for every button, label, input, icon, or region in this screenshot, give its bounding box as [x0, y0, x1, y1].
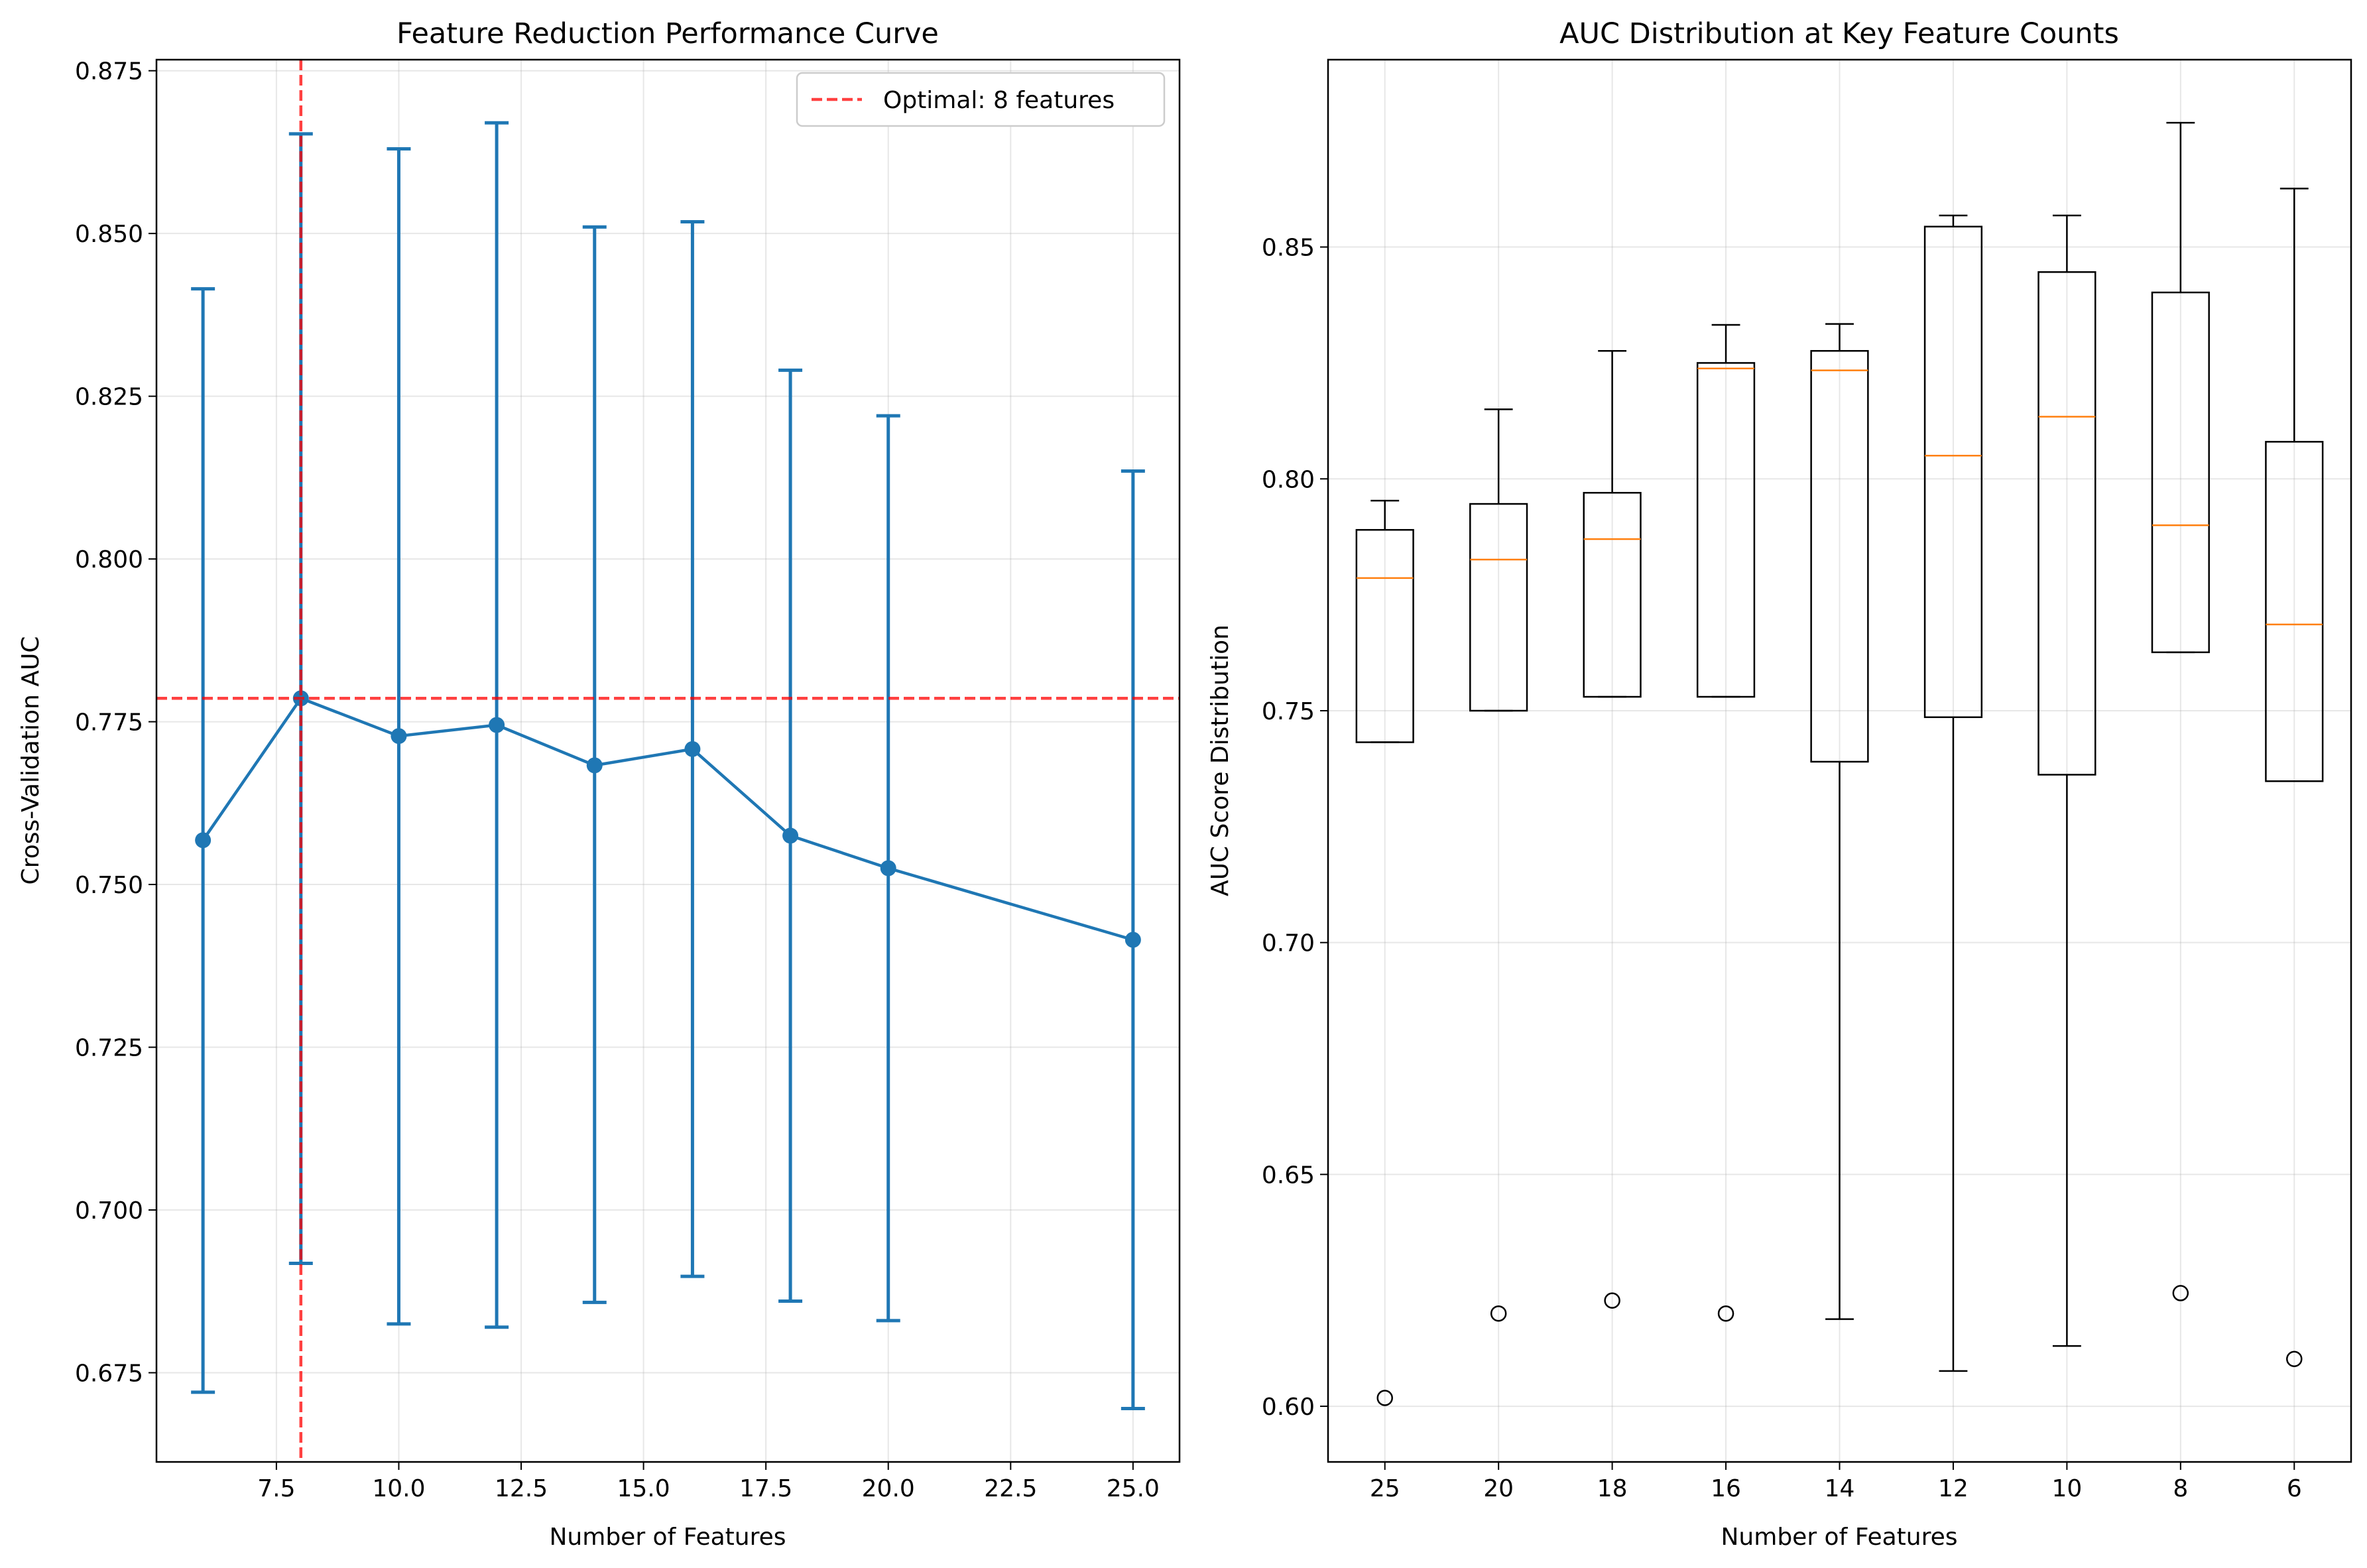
right-x-tick-label: 6: [2287, 1475, 2302, 1502]
left-y-tick-label: 0.850: [75, 221, 143, 248]
right-x-axis-label: Number of Features: [1721, 1524, 1958, 1551]
left-plot-area: [156, 60, 1180, 1462]
left-x-tick-label: 17.5: [739, 1475, 792, 1502]
data-point: [782, 827, 799, 844]
right-panel: 25 20 18 16 14 12 10 8 6 0.60 0.65 0.70 0.75 0.80 0.85…: [1207, 17, 2352, 1551]
outlier-point: [1490, 1305, 1507, 1322]
right-x-tick-label: 12: [1938, 1475, 1969, 1502]
legend-box: [796, 72, 1166, 127]
outlier-point: [1717, 1305, 1734, 1322]
left-x-tick-label: 25.0: [1107, 1475, 1160, 1502]
left-y-tick-label: 0.700: [75, 1197, 143, 1225]
right-y-tick-label: 0.85: [1262, 235, 1315, 262]
box-12: [1923, 214, 1983, 1372]
legend: Optimal: 8 features: [796, 72, 1166, 127]
right-y-tick-label: 0.80: [1262, 466, 1315, 493]
box-6: [2265, 188, 2324, 1367]
outlier-point: [1604, 1292, 1620, 1309]
left-ticks: 7.5 10.0 12.5 15.0 17.5 20.0 22.5 25.0 0.675 0.70…: [75, 58, 1160, 1502]
left-y-tick-label: 0.750: [75, 872, 143, 899]
data-point: [391, 728, 407, 745]
right-y-tick-label: 0.65: [1262, 1162, 1315, 1189]
left-x-tick-label: 22.5: [984, 1475, 1037, 1502]
right-plot-area: [1355, 121, 2324, 1406]
data-point: [195, 832, 212, 849]
box-25: [1355, 499, 1414, 1406]
iqr-box: [1583, 491, 1642, 698]
left-x-tick-label: 15.0: [617, 1475, 670, 1502]
left-y-tick-label: 0.775: [75, 709, 143, 737]
data-point: [1124, 932, 1141, 948]
right-x-tick-label: 10: [2051, 1475, 2082, 1502]
right-y-tick-label: 0.70: [1262, 930, 1315, 957]
left-x-tick-label: 10.0: [372, 1475, 425, 1502]
iqr-box: [2265, 441, 2324, 782]
iqr-box: [1469, 503, 1528, 712]
left-x-tick-label: 20.0: [862, 1475, 915, 1502]
outlier-point: [2172, 1285, 2189, 1301]
right-y-axis-label: AUC Score Distribution: [1207, 625, 1234, 896]
right-x-tick-label: 8: [2173, 1475, 2188, 1502]
left-x-tick-label: 7.5: [257, 1475, 295, 1502]
outlier-point: [2286, 1351, 2303, 1367]
data-point: [489, 717, 505, 733]
left-x-axis-label: Number of Features: [550, 1524, 786, 1551]
data-point: [880, 860, 896, 876]
iqr-box: [1810, 349, 1869, 763]
right-x-tick-label: 16: [1711, 1475, 1741, 1502]
box-16: [1696, 324, 1756, 1322]
left-x-tick-label: 12.5: [495, 1475, 548, 1502]
data-point: [586, 757, 603, 774]
box-8: [2151, 121, 2210, 1301]
right-ticks: 25 20 18 16 14 12 10 8 6 0.60 0.65 0.70 0.75 0.80 0.85: [1262, 235, 2302, 1502]
right-x-tick-label: 14: [1825, 1475, 1855, 1502]
box-18: [1583, 349, 1642, 1309]
box-14: [1810, 323, 1869, 1320]
box-10: [2037, 214, 2096, 1347]
legend-label: Optimal: 8 features: [883, 87, 1115, 114]
left-y-tick-label: 0.675: [75, 1360, 143, 1387]
left-chart-title: Feature Reduction Performance Curve: [396, 17, 939, 50]
iqr-box: [1696, 362, 1756, 698]
right-y-tick-label: 0.60: [1262, 1394, 1315, 1421]
left-y-tick-label: 0.800: [75, 546, 143, 573]
left-y-tick-label: 0.875: [75, 58, 143, 86]
iqr-box: [2037, 271, 2096, 776]
left-y-tick-label: 0.725: [75, 1035, 143, 1062]
right-x-tick-label: 20: [1483, 1475, 1514, 1502]
outlier-point: [1376, 1390, 1393, 1406]
box-20: [1469, 408, 1528, 1322]
iqr-box: [1923, 225, 1983, 719]
right-x-tick-label: 18: [1597, 1475, 1628, 1502]
right-chart-title: AUC Distribution at Key Feature Counts: [1559, 17, 2119, 50]
data-point: [684, 741, 701, 757]
mean-auc-line: [202, 696, 1134, 941]
left-y-axis-label: Cross-Validation AUC: [17, 636, 44, 885]
right-x-tick-label: 25: [1370, 1475, 1400, 1502]
left-panel: 7.5 10.0 12.5 15.0 17.5 20.0 22.5 25.0 0.675 0.70…: [17, 17, 1181, 1551]
iqr-box: [1355, 528, 1414, 743]
left-gridlines: [156, 60, 1180, 1462]
right-y-tick-label: 0.75: [1262, 698, 1315, 725]
left-y-tick-label: 0.825: [75, 384, 143, 411]
iqr-box: [2151, 291, 2210, 654]
left-axes-frame: [155, 58, 1181, 1463]
